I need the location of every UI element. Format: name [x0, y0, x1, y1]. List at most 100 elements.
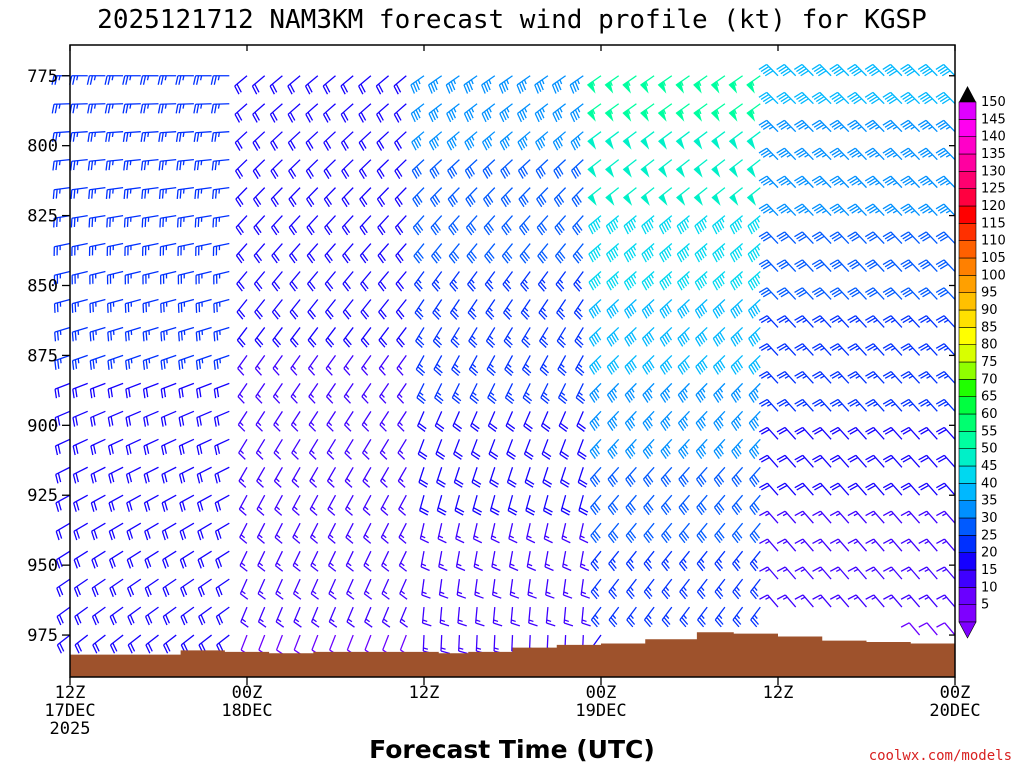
wind-barb	[571, 187, 584, 208]
barb-full	[935, 175, 945, 182]
barb-full	[588, 338, 595, 347]
wind-barb	[410, 75, 425, 94]
wind-barb	[749, 550, 761, 572]
barb-full	[608, 336, 615, 345]
barb-half	[627, 81, 631, 87]
barb-full	[627, 476, 634, 485]
barb-full	[538, 224, 546, 234]
barb-half	[718, 614, 723, 620]
wind-barb	[713, 438, 726, 460]
wind-barb	[758, 175, 779, 189]
wind-barb	[213, 326, 230, 342]
barb-full	[754, 303, 761, 313]
barb-full	[592, 617, 600, 625]
wind-barb	[467, 271, 478, 292]
barb-half	[754, 416, 759, 421]
barb-half	[612, 586, 617, 591]
barb-full	[591, 392, 598, 401]
wind-barb	[88, 186, 106, 199]
barb-half	[381, 506, 387, 511]
wind-barb	[608, 550, 620, 572]
wind-barb	[144, 550, 159, 569]
barb-half	[873, 403, 878, 407]
barb-full	[941, 98, 951, 105]
barb-full	[712, 366, 719, 375]
barb-full	[796, 149, 805, 156]
barb-full	[865, 566, 875, 572]
wind-barb	[140, 159, 159, 171]
wind-barb	[438, 551, 448, 572]
wind-barb	[847, 91, 867, 105]
barb-full	[56, 587, 61, 597]
barb-full	[628, 333, 635, 343]
barb-half	[906, 540, 912, 545]
barb-full	[72, 474, 77, 484]
barb-full	[663, 249, 670, 259]
wind-barb	[363, 578, 373, 600]
barb-flag	[640, 165, 650, 178]
wind-barb	[323, 131, 336, 151]
barb-full	[522, 166, 529, 175]
barb-full	[417, 425, 426, 432]
wind-barb	[577, 467, 588, 488]
wind-barb	[468, 355, 479, 377]
barb-half	[506, 107, 510, 113]
barb-full	[342, 83, 349, 93]
barb-full	[811, 287, 821, 294]
barb-full	[695, 338, 701, 347]
barb-full	[590, 535, 597, 544]
wind-barb	[292, 578, 302, 600]
barb-full	[700, 502, 707, 511]
barb-full	[380, 480, 388, 488]
barb-full	[630, 359, 637, 369]
barb-full	[918, 510, 928, 517]
wind-barb	[141, 186, 159, 199]
wind-barb	[125, 354, 142, 370]
wind-barb	[458, 635, 468, 655]
barb-half	[470, 107, 475, 113]
barb-full	[900, 482, 910, 489]
wind-barb	[393, 103, 407, 123]
barb-full	[864, 119, 874, 126]
barb-full	[590, 563, 598, 572]
wind-barb	[607, 438, 620, 460]
barb-full	[935, 287, 945, 294]
barb-full	[900, 426, 910, 433]
wind-barb	[561, 523, 571, 544]
barb-flag	[657, 81, 667, 94]
barb-full	[160, 417, 164, 427]
barb-full	[57, 387, 60, 398]
barb-full	[811, 315, 821, 321]
barb-full	[780, 68, 789, 75]
barb-full	[575, 368, 583, 377]
barb-half	[716, 109, 720, 115]
barb-full	[754, 331, 761, 341]
barb-full	[751, 560, 759, 569]
barb-full	[145, 644, 151, 654]
barb-full	[415, 81, 420, 91]
barb-full	[937, 429, 947, 435]
wind-barb	[794, 147, 814, 161]
barb-full	[470, 425, 479, 432]
barb-full	[778, 205, 788, 212]
barb-half	[541, 307, 546, 312]
wind-barb	[305, 103, 319, 123]
wind-barb	[327, 494, 337, 516]
wind-barb	[811, 119, 832, 133]
y-tick-label: 800	[27, 137, 58, 157]
wind-barb	[935, 398, 956, 412]
wind-barb	[642, 410, 655, 431]
barb-full	[561, 507, 571, 513]
wind-barb	[918, 426, 938, 440]
barb-half	[382, 534, 387, 539]
barb-full	[648, 331, 655, 341]
barb-full	[680, 560, 688, 569]
barb-full	[506, 453, 515, 460]
wind-barb	[502, 271, 514, 292]
wind-barb	[696, 466, 708, 488]
barb-full	[648, 303, 655, 313]
barb-full	[418, 481, 428, 488]
barb-full	[394, 142, 400, 151]
barb-half	[924, 512, 930, 517]
barb-full	[127, 616, 133, 626]
